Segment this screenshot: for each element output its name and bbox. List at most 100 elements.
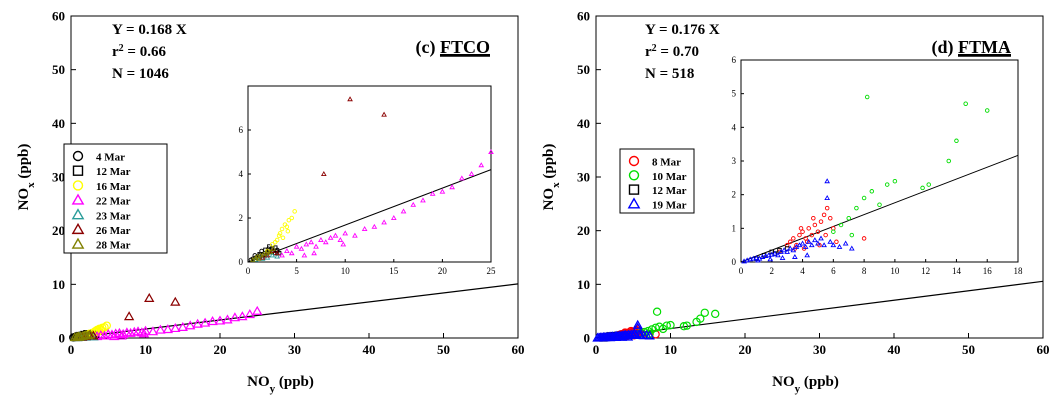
inset-x-tick-label: 14 bbox=[952, 266, 962, 276]
inset-data-point bbox=[252, 254, 259, 260]
data-point bbox=[599, 332, 610, 342]
inset-data-point bbox=[267, 244, 272, 249]
inset-data-point bbox=[439, 188, 446, 194]
x-tick-label: 40 bbox=[888, 342, 901, 357]
data-point bbox=[214, 315, 226, 325]
inset-y-tick-label: 6 bbox=[732, 55, 737, 65]
inset-y-tick-label: 4 bbox=[732, 122, 737, 132]
data-point bbox=[74, 331, 85, 341]
inset-data-point bbox=[410, 201, 417, 207]
inset-x-tick-label: 5 bbox=[294, 266, 299, 276]
inset-data-point bbox=[812, 222, 818, 228]
data-point bbox=[138, 328, 150, 338]
inset-data-point bbox=[390, 215, 397, 221]
legend-label: 26 Mar bbox=[96, 225, 131, 237]
inset-data-point bbox=[884, 182, 890, 187]
inset-data-point bbox=[784, 248, 791, 254]
y-axis-label-unit: (ppb) bbox=[16, 144, 32, 183]
inset-x-tick-label: 4 bbox=[800, 266, 805, 276]
r-squared-value: = 0.70 bbox=[657, 44, 699, 60]
panel-name: FTMA bbox=[958, 37, 1011, 57]
data-point bbox=[185, 320, 196, 330]
inset-data-point bbox=[301, 252, 308, 258]
r-squared-symbol: r bbox=[112, 44, 119, 60]
inset-data-point bbox=[747, 256, 754, 262]
legend-label: 12 Mar bbox=[96, 166, 131, 178]
data-point bbox=[222, 314, 233, 324]
y-tick-label: 50 bbox=[52, 62, 65, 77]
sample-count: N = 1046 bbox=[112, 66, 169, 82]
inset-y-tick-label: 5 bbox=[732, 89, 737, 99]
inset-data-point bbox=[836, 243, 843, 249]
inset-data-point bbox=[824, 205, 830, 211]
data-point bbox=[662, 321, 671, 330]
data-point bbox=[652, 307, 662, 316]
inset-x-tick-label: 20 bbox=[438, 266, 448, 276]
panel-title: (c) FTCO bbox=[416, 37, 491, 58]
inset-data-point bbox=[308, 239, 315, 245]
inset-data-point bbox=[792, 253, 798, 259]
inset-data-point bbox=[488, 149, 494, 155]
y-tick-label: 60 bbox=[52, 9, 65, 24]
inset-data-point bbox=[805, 238, 812, 244]
inset-data-point bbox=[849, 232, 855, 238]
inset-data-point bbox=[322, 239, 329, 245]
inset-data-point bbox=[750, 255, 757, 261]
legend-label: 10 Mar bbox=[652, 171, 687, 183]
inset-data-point bbox=[799, 240, 806, 246]
legend-marker bbox=[72, 180, 84, 191]
inset-fit-line bbox=[247, 169, 492, 263]
inset-data-point bbox=[830, 242, 837, 248]
inset-data-point bbox=[267, 249, 274, 255]
inset-data-point bbox=[332, 232, 339, 238]
data-point bbox=[679, 321, 689, 331]
inset-data-point bbox=[255, 255, 262, 261]
inset-data-point bbox=[984, 108, 990, 113]
regression-equation: Y = 0.176 X bbox=[645, 22, 720, 38]
legend-box bbox=[63, 143, 168, 254]
legend-marker bbox=[627, 197, 641, 209]
panel-label: (c) bbox=[416, 37, 436, 58]
inset-x-tick-label: 18 bbox=[1014, 266, 1024, 276]
inset-data-point bbox=[806, 226, 811, 231]
inset-data-point bbox=[765, 252, 772, 258]
inset-data-point bbox=[821, 242, 827, 248]
y-tick-label: 40 bbox=[577, 116, 590, 131]
inset-data-point bbox=[821, 212, 827, 218]
inset-data-point bbox=[791, 236, 796, 241]
data-point bbox=[641, 329, 652, 339]
x-axis-label-subscript: y bbox=[795, 383, 801, 395]
inset-data-point bbox=[381, 219, 387, 225]
data-point bbox=[711, 309, 720, 319]
inset-y-tick-label: 2 bbox=[239, 213, 244, 223]
inset-data-point bbox=[920, 185, 925, 191]
inset-data-point bbox=[468, 171, 475, 177]
inset-data-point bbox=[269, 252, 276, 258]
data-point bbox=[252, 305, 263, 315]
inset-data-point bbox=[279, 252, 285, 258]
data-point bbox=[700, 308, 709, 317]
inset-data-point bbox=[381, 111, 387, 117]
inset-data-point bbox=[790, 247, 797, 253]
x-tick-label: 0 bbox=[593, 342, 600, 357]
legend-marker bbox=[628, 155, 640, 167]
y-tick-label: 60 bbox=[577, 9, 590, 24]
data-point bbox=[647, 325, 657, 334]
data-point bbox=[632, 322, 643, 332]
legend-label: 22 Mar bbox=[96, 196, 131, 208]
inset-data-point bbox=[823, 232, 828, 238]
inset-data-point bbox=[298, 245, 305, 251]
inset-y-tick-label: 4 bbox=[239, 169, 244, 179]
inset-data-point bbox=[892, 178, 898, 184]
data-point bbox=[622, 331, 634, 341]
data-point bbox=[229, 312, 241, 322]
legend-label: 4 Mar bbox=[96, 152, 125, 164]
data-point bbox=[147, 326, 159, 336]
inset-data-point bbox=[263, 250, 270, 256]
r-squared-superscript: 2 bbox=[119, 43, 124, 54]
inset-data-point bbox=[352, 232, 358, 238]
inset-x-tick-label: 0 bbox=[739, 266, 744, 276]
data-point bbox=[170, 322, 181, 333]
inset-data-point bbox=[286, 217, 292, 223]
data-point bbox=[85, 329, 96, 339]
